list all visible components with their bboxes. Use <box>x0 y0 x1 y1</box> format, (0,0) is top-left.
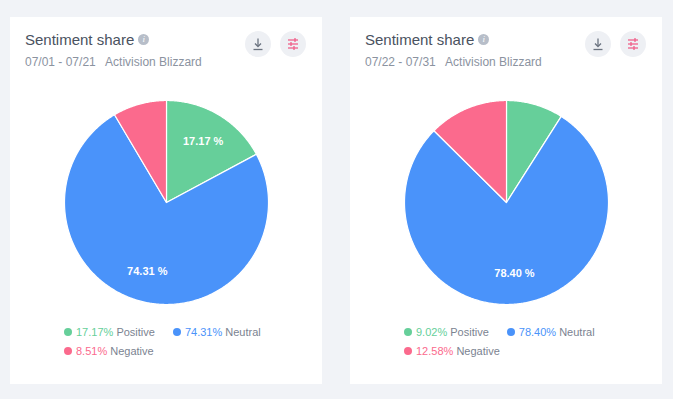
html-text:07/01 - 07/21 Activision Blizz: 07/01 - 07/21 Activision Blizzard <box>25 55 202 69</box>
html-text:17.17% Positive: 17.17% Positive <box>76 326 155 338</box>
html-text:74.31% Neutral: 74.31% Neutral <box>184 326 261 338</box>
html-text:Sentiment share: Sentiment share <box>365 31 475 48</box>
html-text:8.51% Negative: 8.51% Negative <box>76 345 154 357</box>
svg-text:74.31 %: 74.31 % <box>127 265 168 277</box>
html-text:07/22 - 07/31 Activision Blizz: 07/22 - 07/31 Activision Blizzard <box>365 55 542 69</box>
html-text:12.58% Negative: 12.58% Negative <box>416 345 500 357</box>
html-text:i: i <box>482 34 485 44</box>
svg-text:78.40 %: 78.40 % <box>494 267 535 279</box>
html-text:9.02% Positive: 9.02% Positive <box>416 326 489 338</box>
html-text:78.40% Neutral: 78.40% Neutral <box>518 326 595 338</box>
html-text:i: i <box>142 34 145 44</box>
svg-text:17.17 %: 17.17 % <box>183 135 224 147</box>
html-text:Sentiment share: Sentiment share <box>25 31 135 48</box>
